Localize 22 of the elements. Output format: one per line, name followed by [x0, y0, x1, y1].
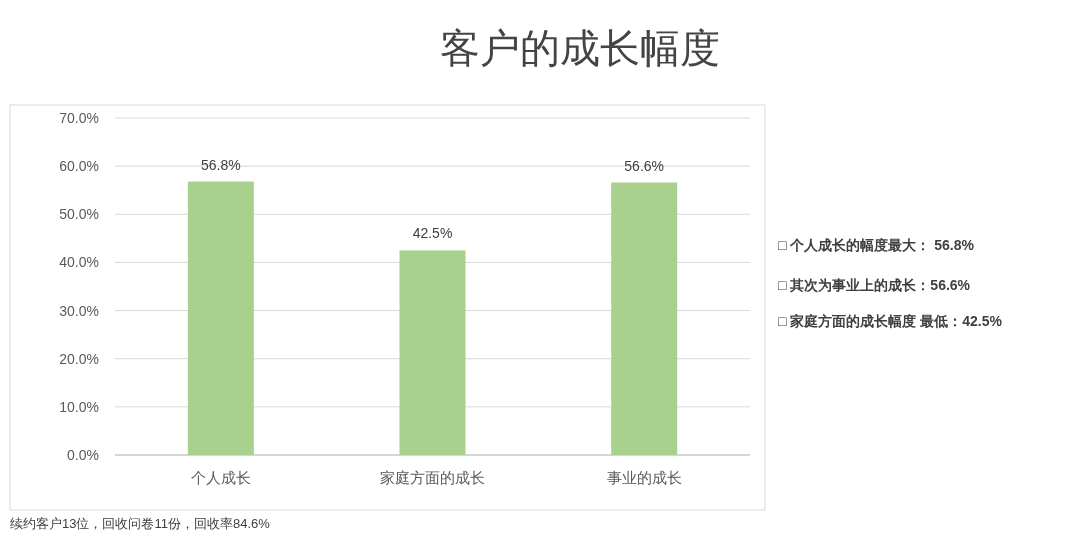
chart-title: 客户的成长幅度: [440, 26, 720, 70]
x-tick-label: 个人成长: [190, 469, 251, 486]
text: □ 家庭方面的成长幅度 最低：42.5%: [778, 313, 1003, 329]
text: 续约客户13位，回收问卷11份，回收率84.6%: [10, 516, 271, 531]
y-tick-label: 30.0%: [59, 302, 99, 319]
text: □ 其次为事业上的成长：56.6%: [778, 277, 971, 293]
x-tick-label: 家庭方面的成长: [380, 469, 485, 486]
y-tick-label: 40.0%: [59, 254, 99, 271]
bar: [611, 182, 678, 455]
x-tick-label: 事业的成长: [606, 469, 682, 486]
y-tick-label: 50.0%: [59, 206, 99, 223]
text: □ 个人成长的幅度最大： 56.8%: [778, 237, 975, 253]
y-tick-label: 20.0%: [59, 350, 99, 367]
data-label: 42.5%: [412, 225, 453, 242]
y-tick-label: 70.0%: [59, 110, 99, 126]
bar: [187, 181, 254, 455]
bar: [399, 250, 466, 455]
y-tick-label: 60.0%: [59, 158, 99, 175]
y-tick-label: 0.0%: [67, 447, 99, 463]
data-label: 56.6%: [624, 157, 665, 174]
y-tick-label: 10.0%: [59, 398, 99, 415]
data-label: 56.8%: [200, 156, 241, 173]
